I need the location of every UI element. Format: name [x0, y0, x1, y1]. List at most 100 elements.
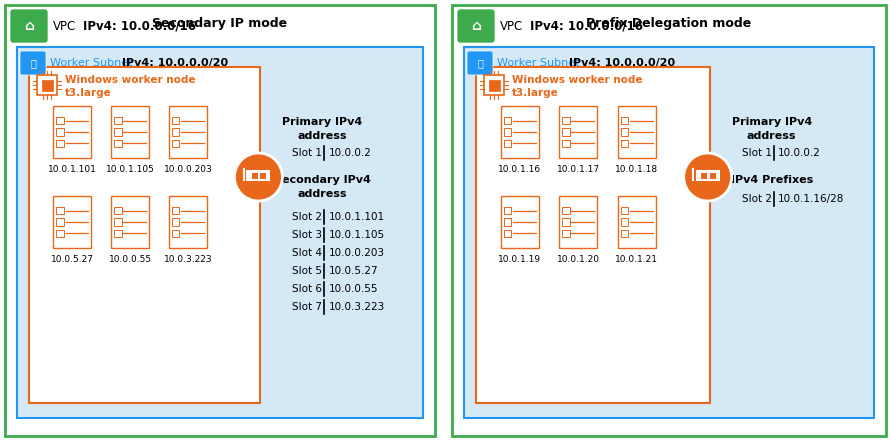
FancyBboxPatch shape — [111, 106, 150, 158]
Text: 10.0.1.18: 10.0.1.18 — [615, 165, 658, 174]
FancyBboxPatch shape — [501, 106, 539, 158]
Text: 10.0.0.2: 10.0.0.2 — [778, 148, 821, 158]
Text: 10.0.1.17: 10.0.1.17 — [557, 165, 600, 174]
FancyBboxPatch shape — [708, 172, 715, 179]
FancyBboxPatch shape — [562, 207, 569, 214]
FancyBboxPatch shape — [617, 106, 656, 158]
Text: Slot 5: Slot 5 — [292, 266, 323, 276]
FancyBboxPatch shape — [172, 140, 179, 147]
Text: ⌂: ⌂ — [24, 19, 34, 33]
FancyBboxPatch shape — [10, 9, 48, 43]
FancyBboxPatch shape — [562, 218, 569, 226]
FancyBboxPatch shape — [114, 117, 121, 124]
FancyBboxPatch shape — [617, 196, 656, 248]
FancyBboxPatch shape — [488, 79, 500, 90]
Text: Slot 3: Slot 3 — [292, 230, 323, 240]
FancyBboxPatch shape — [56, 207, 64, 214]
Circle shape — [683, 153, 732, 201]
FancyBboxPatch shape — [114, 140, 121, 147]
Text: 🔒: 🔒 — [30, 58, 36, 68]
Text: Slot 1: Slot 1 — [292, 148, 323, 158]
FancyBboxPatch shape — [172, 230, 179, 237]
FancyBboxPatch shape — [247, 170, 271, 181]
FancyBboxPatch shape — [503, 218, 511, 226]
FancyBboxPatch shape — [56, 218, 64, 226]
Text: Worker Subnet: Worker Subnet — [50, 58, 133, 68]
Text: 10.0.3.223: 10.0.3.223 — [164, 255, 212, 264]
Text: Primary IPv4
address: Primary IPv4 address — [732, 117, 812, 141]
FancyBboxPatch shape — [484, 75, 504, 95]
FancyBboxPatch shape — [621, 207, 628, 214]
FancyBboxPatch shape — [696, 170, 720, 181]
FancyBboxPatch shape — [169, 106, 207, 158]
FancyBboxPatch shape — [560, 106, 597, 158]
FancyBboxPatch shape — [621, 117, 628, 124]
Text: 10.0.1.101: 10.0.1.101 — [329, 212, 385, 222]
FancyBboxPatch shape — [621, 140, 628, 147]
FancyBboxPatch shape — [562, 140, 569, 147]
Text: 10.0.0.2: 10.0.0.2 — [329, 148, 372, 158]
FancyBboxPatch shape — [562, 230, 569, 237]
Text: Secondary IPv4
address: Secondary IPv4 address — [274, 175, 371, 199]
Text: 10.0.0.203: 10.0.0.203 — [329, 248, 384, 258]
FancyBboxPatch shape — [621, 230, 628, 237]
Text: IPv4: 10.0.0.0/20: IPv4: 10.0.0.0/20 — [569, 58, 675, 68]
Text: 10.0.1.105: 10.0.1.105 — [329, 230, 385, 240]
Text: 10.0.3.223: 10.0.3.223 — [329, 302, 385, 312]
Text: Slot 2: Slot 2 — [292, 212, 323, 222]
FancyBboxPatch shape — [114, 207, 121, 214]
FancyBboxPatch shape — [457, 9, 495, 43]
FancyBboxPatch shape — [114, 128, 121, 136]
FancyBboxPatch shape — [501, 196, 539, 248]
FancyBboxPatch shape — [562, 128, 569, 136]
Text: VPC: VPC — [53, 19, 77, 33]
Text: t3.large: t3.large — [65, 88, 111, 98]
FancyBboxPatch shape — [503, 140, 511, 147]
FancyBboxPatch shape — [37, 75, 57, 95]
FancyBboxPatch shape — [42, 79, 53, 90]
FancyBboxPatch shape — [503, 117, 511, 124]
Text: 10.0.1.101: 10.0.1.101 — [48, 165, 97, 174]
FancyBboxPatch shape — [114, 230, 121, 237]
Text: Slot 4: Slot 4 — [292, 248, 323, 258]
FancyBboxPatch shape — [56, 140, 64, 147]
FancyBboxPatch shape — [114, 218, 121, 226]
FancyBboxPatch shape — [503, 207, 511, 214]
Text: 10.0.5.27: 10.0.5.27 — [329, 266, 378, 276]
FancyBboxPatch shape — [250, 172, 257, 179]
FancyBboxPatch shape — [111, 196, 150, 248]
Text: 🔒: 🔒 — [477, 58, 483, 68]
Text: Windows worker node: Windows worker node — [65, 75, 195, 85]
Text: Prefix Delegation mode: Prefix Delegation mode — [586, 16, 752, 30]
FancyBboxPatch shape — [5, 5, 435, 436]
FancyBboxPatch shape — [476, 67, 710, 403]
Text: Slot 2: Slot 2 — [741, 194, 772, 204]
FancyBboxPatch shape — [259, 172, 266, 179]
Text: 10.0.1.20: 10.0.1.20 — [557, 255, 600, 264]
FancyBboxPatch shape — [172, 128, 179, 136]
Text: Windows worker node: Windows worker node — [512, 75, 642, 85]
FancyBboxPatch shape — [56, 117, 64, 124]
Text: ⌂: ⌂ — [471, 19, 481, 33]
FancyBboxPatch shape — [467, 51, 493, 75]
Text: Slot 1: Slot 1 — [741, 148, 772, 158]
FancyBboxPatch shape — [503, 128, 511, 136]
FancyBboxPatch shape — [503, 230, 511, 237]
FancyBboxPatch shape — [699, 172, 707, 179]
Text: Secondary IP mode: Secondary IP mode — [152, 16, 288, 30]
FancyBboxPatch shape — [621, 218, 628, 226]
Text: Primary IPv4
address: Primary IPv4 address — [282, 117, 363, 141]
Text: Slot 7: Slot 7 — [292, 302, 323, 312]
FancyBboxPatch shape — [169, 196, 207, 248]
Text: VPC: VPC — [500, 19, 523, 33]
FancyBboxPatch shape — [53, 196, 92, 248]
FancyBboxPatch shape — [29, 67, 260, 403]
Text: 10.0.1.105: 10.0.1.105 — [106, 165, 155, 174]
Text: t3.large: t3.large — [512, 88, 559, 98]
FancyBboxPatch shape — [464, 47, 874, 418]
FancyBboxPatch shape — [172, 218, 179, 226]
Text: 10.0.1.16: 10.0.1.16 — [498, 165, 542, 174]
Text: Slot 6: Slot 6 — [292, 284, 323, 294]
Text: 10.0.1.16/28: 10.0.1.16/28 — [778, 194, 844, 204]
Text: 10.0.0.55: 10.0.0.55 — [329, 284, 378, 294]
